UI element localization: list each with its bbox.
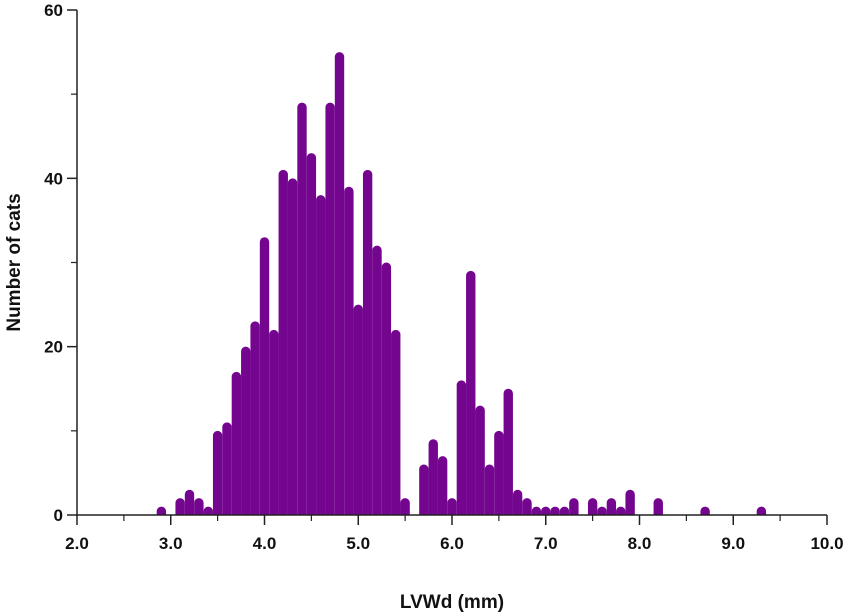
y-tick-label: 40 (44, 169, 63, 188)
x-tick-label: 5.0 (346, 534, 370, 553)
histogram-bar (287, 178, 298, 515)
histogram-bar (372, 245, 382, 515)
histogram-bar (316, 195, 326, 515)
y-axis-label: Number of cats (4, 193, 25, 331)
histogram-bar (231, 371, 242, 515)
histogram-bar (531, 506, 542, 515)
histogram-bar (297, 102, 307, 515)
histogram-bar (212, 430, 223, 515)
bars-group (156, 52, 767, 516)
histogram-bar (606, 498, 617, 515)
histogram-bar (456, 380, 467, 515)
histogram-bar (175, 498, 185, 515)
histogram-bar (437, 456, 448, 515)
x-tick-label: 9.0 (721, 534, 745, 553)
x-tick-label: 4.0 (253, 534, 277, 553)
x-axis-label: LVWd (mm) (400, 592, 504, 613)
histogram-bar (381, 262, 392, 515)
histogram-bar (503, 388, 513, 515)
histogram-bar (494, 430, 504, 515)
histogram-bar (616, 506, 626, 515)
histogram-bar (512, 489, 523, 515)
x-tick-label: 7.0 (534, 534, 558, 553)
histogram-bar (353, 304, 363, 515)
histogram-bar (625, 489, 635, 515)
histogram-bar (428, 439, 438, 515)
x-tick-label: 3.0 (159, 534, 183, 553)
y-tick-label: 20 (44, 338, 63, 357)
histogram-bar (269, 329, 279, 515)
histogram-bar (325, 102, 335, 515)
histogram-bar (569, 498, 579, 515)
histogram-bar (241, 346, 251, 515)
histogram-bar (756, 506, 767, 515)
histogram-bar (484, 464, 495, 515)
histogram-bar (259, 237, 270, 515)
histogram-bar (597, 506, 607, 515)
histogram-bar (541, 506, 551, 515)
histogram-bar (466, 270, 476, 515)
x-tick-label: 10.0 (810, 534, 843, 553)
x-tick-label: 2.0 (65, 534, 89, 553)
histogram-bar (400, 498, 410, 515)
axes-group (67, 9, 828, 525)
x-tick-label: 6.0 (440, 534, 464, 553)
histogram-bar (653, 498, 663, 515)
histogram-bar (447, 498, 457, 515)
x-tick-label: 8.0 (628, 534, 652, 553)
histogram-bar (306, 153, 317, 516)
histogram-bar (184, 489, 195, 515)
histogram-bar (522, 498, 532, 515)
histogram-bar (156, 506, 167, 515)
histogram-bar (700, 506, 710, 515)
histogram-bar (334, 52, 345, 515)
histogram-bar (222, 422, 232, 515)
histogram-bar (194, 498, 204, 515)
tick-labels-group: 2.0 3.0 4.0 5.0 6.0 7.0 8.0 9.0 10.0 0 20 40 60 (44, 1, 843, 553)
histogram-bar (550, 506, 560, 515)
histogram-bar (419, 464, 429, 515)
histogram-bar (203, 506, 213, 515)
y-tick-label: 60 (44, 1, 63, 20)
histogram-bar (391, 329, 401, 515)
histogram-bar (344, 186, 354, 515)
histogram-bar (278, 169, 288, 515)
y-tick-label: 0 (54, 506, 63, 525)
histogram-bar (587, 498, 598, 515)
histogram-bar (475, 405, 485, 515)
histogram-bar (559, 506, 570, 515)
histogram-bar (250, 321, 260, 515)
histogram-bar (362, 169, 373, 515)
